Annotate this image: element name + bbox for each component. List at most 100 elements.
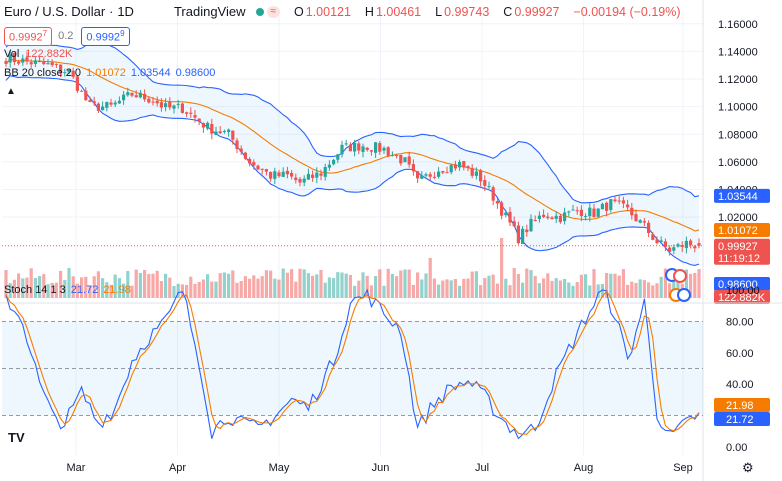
candle-body xyxy=(592,208,596,218)
tradingview-logo[interactable]: TV xyxy=(8,430,25,445)
candle-body xyxy=(235,140,239,150)
volume-bar xyxy=(159,281,163,298)
candle-body xyxy=(130,92,134,96)
volume-bar xyxy=(508,285,512,298)
volume-bar xyxy=(533,275,537,298)
high-value: 1.00461 xyxy=(375,4,422,19)
volume-bar xyxy=(332,278,336,298)
candle-body xyxy=(231,130,235,140)
candle-body xyxy=(281,171,285,177)
volume-bar xyxy=(668,283,672,298)
candle-body xyxy=(50,62,54,66)
sell-price: 0.9992 xyxy=(9,31,43,44)
event-marker-icon[interactable] xyxy=(673,269,687,283)
volume-bar xyxy=(558,280,562,298)
volume-bar xyxy=(407,269,411,298)
candle-body xyxy=(332,159,336,165)
candle-body xyxy=(63,72,67,74)
candle-body xyxy=(567,211,571,213)
volume-bar xyxy=(621,269,625,298)
candle-body xyxy=(672,247,676,251)
time-tick-label: Apr xyxy=(169,462,186,474)
volume-bar xyxy=(416,272,420,298)
volume-bar xyxy=(189,276,193,298)
volume-bar xyxy=(613,273,617,298)
candle-body xyxy=(264,169,268,172)
volume-bar xyxy=(609,273,613,298)
volume-bar xyxy=(239,281,243,298)
volume-bar xyxy=(252,275,256,298)
sell-button[interactable]: 0.99927 xyxy=(4,27,53,46)
candle-body xyxy=(38,61,42,63)
candle-body xyxy=(252,162,256,166)
candle-body xyxy=(12,53,16,63)
volume-bar xyxy=(642,280,646,298)
volume-bar xyxy=(42,274,46,298)
bb-legend[interactable]: BB 20 close 2 0 1.01072 1.03544 0.98600 xyxy=(4,67,215,79)
volume-bar xyxy=(399,270,403,298)
volume-bar xyxy=(138,273,142,298)
buy-button[interactable]: 0.99929 xyxy=(81,27,130,46)
symbol-title[interactable]: Euro / U.S. Dollar xyxy=(4,4,106,19)
volume-bar xyxy=(63,279,67,298)
volume-bar xyxy=(25,277,29,298)
candle-body xyxy=(462,161,466,168)
lower-band-tag-bg xyxy=(714,277,770,291)
chevron-up-icon[interactable]: ▲ xyxy=(6,86,16,97)
volume-bar xyxy=(214,281,218,298)
candle-body xyxy=(609,199,613,210)
volume-bar xyxy=(54,282,58,298)
stoch-legend[interactable]: Stoch 14 1 3 21.72 21.98 xyxy=(4,284,131,296)
buy-price-sup: 9 xyxy=(120,29,125,38)
bb-basis-value: 1.01072 xyxy=(86,67,126,79)
volume-bar xyxy=(67,268,71,298)
volume-bar xyxy=(323,282,327,298)
volume-bar xyxy=(235,282,239,298)
volume-bar xyxy=(126,271,130,298)
volume-legend[interactable]: Vol 122.882K xyxy=(4,48,72,60)
candle-body xyxy=(172,105,176,109)
candle-body xyxy=(189,112,193,114)
candle-body xyxy=(432,176,436,178)
volume-bar xyxy=(651,285,655,298)
price-tick-label: 1.10000 xyxy=(718,102,758,114)
low-value: 0.99743 xyxy=(444,4,490,19)
volume-bar xyxy=(172,285,176,298)
candle-body xyxy=(92,101,96,104)
candle-body xyxy=(474,171,478,176)
candle-body xyxy=(256,165,260,170)
candle-body xyxy=(206,122,210,129)
candle-body xyxy=(210,124,214,134)
candle-body xyxy=(491,187,495,201)
volume-bar xyxy=(550,280,554,298)
spread-value: 0.2 xyxy=(58,30,74,43)
time-tick-label: Sep xyxy=(673,462,693,474)
candle-body xyxy=(647,222,651,233)
candle-body xyxy=(336,154,340,160)
volume-bar xyxy=(130,285,134,298)
gear-icon[interactable]: ⚙ xyxy=(742,460,754,475)
volume-bar xyxy=(269,270,273,298)
candle-body xyxy=(201,122,205,128)
candle-body xyxy=(285,170,289,175)
candle-body xyxy=(642,221,646,223)
volume-bar xyxy=(75,283,79,298)
price-tag-bg xyxy=(714,238,770,265)
quote-row: 0.99927 0.2 0.99929 xyxy=(4,27,130,46)
candle-body xyxy=(495,201,499,204)
event-marker-icon[interactable] xyxy=(677,288,691,302)
volume-bar xyxy=(504,278,508,298)
volume-bar xyxy=(96,271,100,298)
volume-bar xyxy=(206,274,210,298)
candle-body xyxy=(697,243,701,246)
candle-body xyxy=(29,62,33,65)
candle-body xyxy=(357,143,361,151)
candle-body xyxy=(214,131,218,136)
interval-label[interactable]: 1D xyxy=(117,4,134,19)
candle-body xyxy=(243,152,247,159)
volume-bar xyxy=(176,283,180,298)
candle-body xyxy=(600,203,604,210)
volume-bar xyxy=(575,282,579,298)
bb-lower-value: 0.98600 xyxy=(175,67,216,79)
